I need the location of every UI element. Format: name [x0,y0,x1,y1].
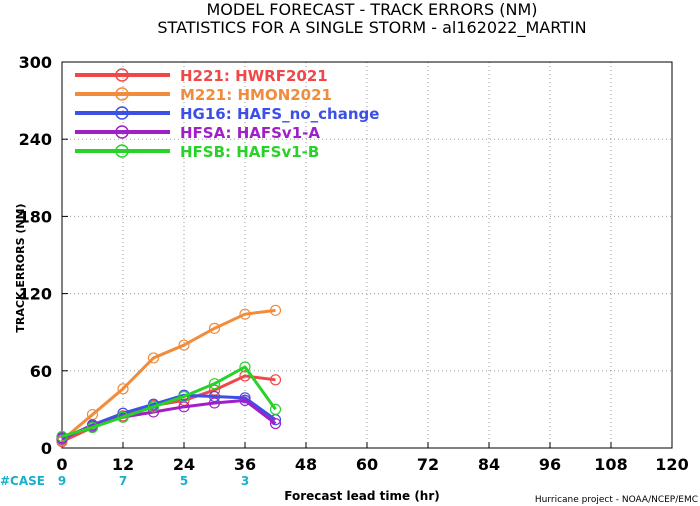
x-tick-label: 84 [478,455,500,474]
legend-label: HG16: HAFS_no_change [180,105,379,123]
series-point [208,322,221,334]
x-axis-label: Forecast lead time (hr) [284,489,440,503]
case-counts: 9 7 5 3 [58,474,249,488]
x-tick-label: 0 [56,455,67,474]
x-tick-label: 60 [356,455,378,474]
series-point [147,401,160,413]
y-tick-label: 0 [41,439,52,458]
legend-label: H221: HWRF2021 [180,67,328,85]
x-tick-label: 36 [234,455,256,474]
series-point [117,383,129,395]
legend-label: M221: HMON2021 [180,86,332,104]
y-tick-label: 180 [19,207,52,226]
series-point [239,308,251,320]
x-tick-label: 120 [655,455,688,474]
y-tick-label: 120 [19,285,52,304]
y-tick-label: 300 [19,53,52,72]
legend-marker [115,144,129,158]
legend-label: HFSB: HAFSv1-B [180,143,319,161]
series-point [117,411,129,423]
y-axis-label: TRACK ERRORS (NM) [14,203,27,332]
credit-text: Hurricane project - NOAA/NCEP/EMC [535,495,698,505]
legend-label: HFSA: HAFSv1-A [180,124,320,142]
legend-marker [115,68,129,82]
series-point [269,417,282,430]
x-tick-label: 12 [112,455,134,474]
case-count: 5 [180,474,188,488]
x-tick-label: 24 [173,455,195,474]
series-point [269,403,282,415]
legend-marker [115,106,129,120]
chart-title: MODEL FORECAST - TRACK ERRORS (NM) [206,0,537,19]
case-count: 9 [58,474,66,488]
series-point [208,378,221,390]
series-point [147,352,160,364]
x-tick-label: 96 [539,455,561,474]
x-tick-label: 48 [295,455,317,474]
series-point [269,304,282,316]
series-line [61,308,276,442]
chart-subtitle: STATISTICS FOR A SINGLE STORM - al162022… [157,18,586,38]
series-point [239,392,251,404]
series-layer [56,304,282,448]
y-axis-ticks: 0 60 120 180 240 300 [19,53,68,458]
legend-marker [115,125,129,139]
series-point [86,421,99,434]
series-point [178,390,190,403]
legend-marker [115,87,129,101]
series-point [239,394,251,406]
series-point [56,430,68,443]
case-count: 7 [119,474,127,488]
y-tick-label: 240 [19,130,52,149]
series-point [208,397,221,409]
x-tick-label: 108 [594,455,627,474]
x-tick-label: 72 [417,455,439,474]
series-point [269,374,282,386]
y-tick-label: 60 [30,362,52,381]
x-axis-ticks: 0 12 24 36 48 60 72 84 96 108 120 [56,442,689,474]
series-point [239,361,251,373]
case-count: 3 [241,474,249,488]
grid [62,62,672,448]
series-point [178,339,190,351]
case-label: #CASE [0,474,45,488]
